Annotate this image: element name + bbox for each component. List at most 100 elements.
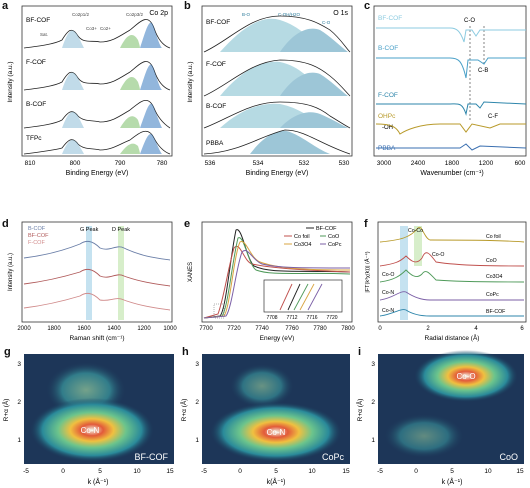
panel-c-plot: BF-COF B-COF F-COF OHPc PBBA C-O C-B C-F… <box>373 5 527 177</box>
i-ytick-0: 3 <box>371 361 375 368</box>
e-inset-xtick-1: 7712 <box>286 315 297 321</box>
f-right-4: BF-COF <box>486 309 505 315</box>
a-sample-3: TFPc <box>26 135 42 142</box>
panel-b-corner: O 1s <box>333 10 348 17</box>
e-xtick-1: 7720 <box>227 326 241 332</box>
i-xtick-4: 15 <box>516 468 524 475</box>
f-right-1: CoO <box>486 258 497 264</box>
g-xtick-4: 15 <box>166 468 174 475</box>
panel-c-ftir: c BF-COF B-COF F-COF OHPc PBBA C-O C-B C… <box>360 0 530 178</box>
i-xtick-2: 5 <box>450 468 454 475</box>
i-sample: CoO <box>499 452 518 462</box>
e-xtick-3: 7760 <box>285 326 299 332</box>
b-xtick-3: 530 <box>339 160 350 167</box>
i-ytick-2: 1 <box>371 437 375 444</box>
c-sample-2: F-COF <box>378 92 398 99</box>
panel-g-wavelet: g Co-N BF-COF 3 2 1 <box>0 346 178 488</box>
g-ytick-0: 3 <box>17 361 21 368</box>
panel-e-xanes: e BF-COF Co foil CoO Co3O4 CoPc 7708 <box>180 218 360 346</box>
panel-g-letter: g <box>4 346 11 358</box>
f-right-3: CoPc <box>486 292 499 298</box>
e-ylabel: XANES <box>188 262 194 282</box>
e-legend-1: Co foil <box>294 234 310 240</box>
f-left-0: Co-Co <box>408 228 423 234</box>
panel-a-corner: Co 2p <box>149 10 168 17</box>
panel-i-wavelet: i Co-O CoO 3 2 1 -5 0 5 10 15 k (Å⁻¹) R+… <box>354 346 530 488</box>
g-ytick-2: 1 <box>17 437 21 444</box>
g-xtick-2: 5 <box>98 468 102 475</box>
a-sample-0: BF-COF <box>26 17 50 24</box>
panel-h-wavelet: h Co-N CoPc 3 2 1 -5 0 5 10 15 k(Å⁻¹) R+… <box>178 346 354 488</box>
panel-d-raman: d B-COF BF-COF F-COF G Peak D Peak 2000 … <box>0 218 180 346</box>
c-xtick-4: 600 <box>515 160 526 167</box>
panel-e-letter: e <box>184 218 191 230</box>
i-xtick-1: 0 <box>414 468 418 475</box>
a-peak-co2p12: Co2p1/2 <box>72 12 90 17</box>
e-legend-2: CoO <box>328 234 340 240</box>
i-xlabel: k (Å⁻¹) <box>442 477 463 486</box>
e-xtick-4: 7780 <box>313 326 327 332</box>
a-ylabel: Intensity (a.u.) <box>7 61 14 102</box>
a-xlabel: Binding Energy (eV) <box>66 170 129 177</box>
h-ylabel: R+α (Å) <box>179 399 188 422</box>
b-sample-0: BF-COF <box>206 19 230 26</box>
h-xlabel: k(Å⁻¹) <box>267 477 286 486</box>
h-ytick-2: 1 <box>195 437 199 444</box>
d-xtick-1: 1800 <box>47 326 61 332</box>
b-peak-bo: B-O <box>242 12 251 17</box>
panel-f-letter: f <box>364 218 368 230</box>
a-peak-co2: Co2+ <box>100 26 111 31</box>
a-xtick-2: 790 <box>115 160 126 167</box>
d-xtick-5: 1000 <box>163 326 177 332</box>
d-peak-g: G Peak <box>80 227 99 233</box>
b-ylabel: Intensity (a.u.) <box>187 61 194 102</box>
f-right-0: Co foil <box>486 234 501 240</box>
e-xtick-5: 7800 <box>341 326 355 332</box>
f-left-2: Co-O <box>382 272 394 278</box>
g-xtick-1: 0 <box>61 468 65 475</box>
panel-a-co2p-xps: a Co 2p BF-COF F-COF B-COF TFPc Co2p1/2 … <box>0 0 180 178</box>
g-ylabel: R+α (Å) <box>1 399 10 422</box>
e-xtick-2: 7740 <box>255 326 269 332</box>
panel-h-plot: Co-N CoPc 3 2 1 -5 0 5 10 15 k(Å⁻¹) R+α … <box>179 354 350 486</box>
h-sample: CoPc <box>322 452 345 462</box>
a-peak-co2p32: Co2p3/2 <box>126 12 144 17</box>
c-xtick-1: 2400 <box>411 160 426 167</box>
f-xtick-0: 0 <box>378 326 382 332</box>
d-legend-1: BF-COF <box>28 233 49 239</box>
e-legend-0: BF-COF <box>316 226 337 232</box>
g-xlabel: k (Å⁻¹) <box>88 477 109 486</box>
panel-b-o1s-xps: b O 1s BF-COF F-COF B-COF PBBA B-O C-OH/… <box>180 0 360 178</box>
h-ytick-0: 3 <box>195 361 199 368</box>
h-xtick-0: -5 <box>201 468 207 475</box>
e-inset-xtick-2: 7716 <box>306 315 317 321</box>
i-ytick-1: 2 <box>371 399 375 406</box>
d-ylabel: Intensity (a.u.) <box>8 253 14 291</box>
c-ann-oh: -OH <box>382 125 393 131</box>
panel-i-letter: i <box>358 346 362 358</box>
panel-i-plot: Co-O CoO 3 2 1 -5 0 5 10 15 k (Å⁻¹) R+α … <box>355 350 524 486</box>
b-peak-co: C-O <box>322 20 331 25</box>
c-xtick-0: 3000 <box>377 160 392 167</box>
e-inset-xtick-0: 7708 <box>266 315 277 321</box>
g-feature: Co-N <box>81 426 100 435</box>
a-sample-1: F-COF <box>26 59 46 66</box>
b-xtick-1: 534 <box>253 160 264 167</box>
a-peak-co3: Co3+ <box>86 26 97 31</box>
i-ylabel: R+α (Å) <box>355 399 364 422</box>
c-xlabel: Wavenumber (cm⁻¹) <box>420 170 483 177</box>
g-xtick-3: 10 <box>133 468 141 475</box>
panel-d-letter: d <box>2 218 9 230</box>
h-xtick-1: 0 <box>238 468 242 475</box>
h-ytick-1: 2 <box>195 399 199 406</box>
a-xtick-3: 780 <box>157 160 168 167</box>
a-sample-2: B-COF <box>26 101 46 108</box>
f-left-3: Co-N <box>382 290 394 296</box>
f-right-2: Co3O4 <box>486 274 503 280</box>
i-xtick-3: 10 <box>484 468 492 475</box>
h-feature: Co-N <box>267 428 286 437</box>
d-xtick-0: 2000 <box>17 326 31 332</box>
a-peak-sat: Sat. <box>40 32 48 37</box>
b-sample-1: F-COF <box>206 61 226 68</box>
panel-a-plot: Co 2p BF-COF F-COF B-COF TFPc Co2p1/2 Co… <box>7 5 173 177</box>
